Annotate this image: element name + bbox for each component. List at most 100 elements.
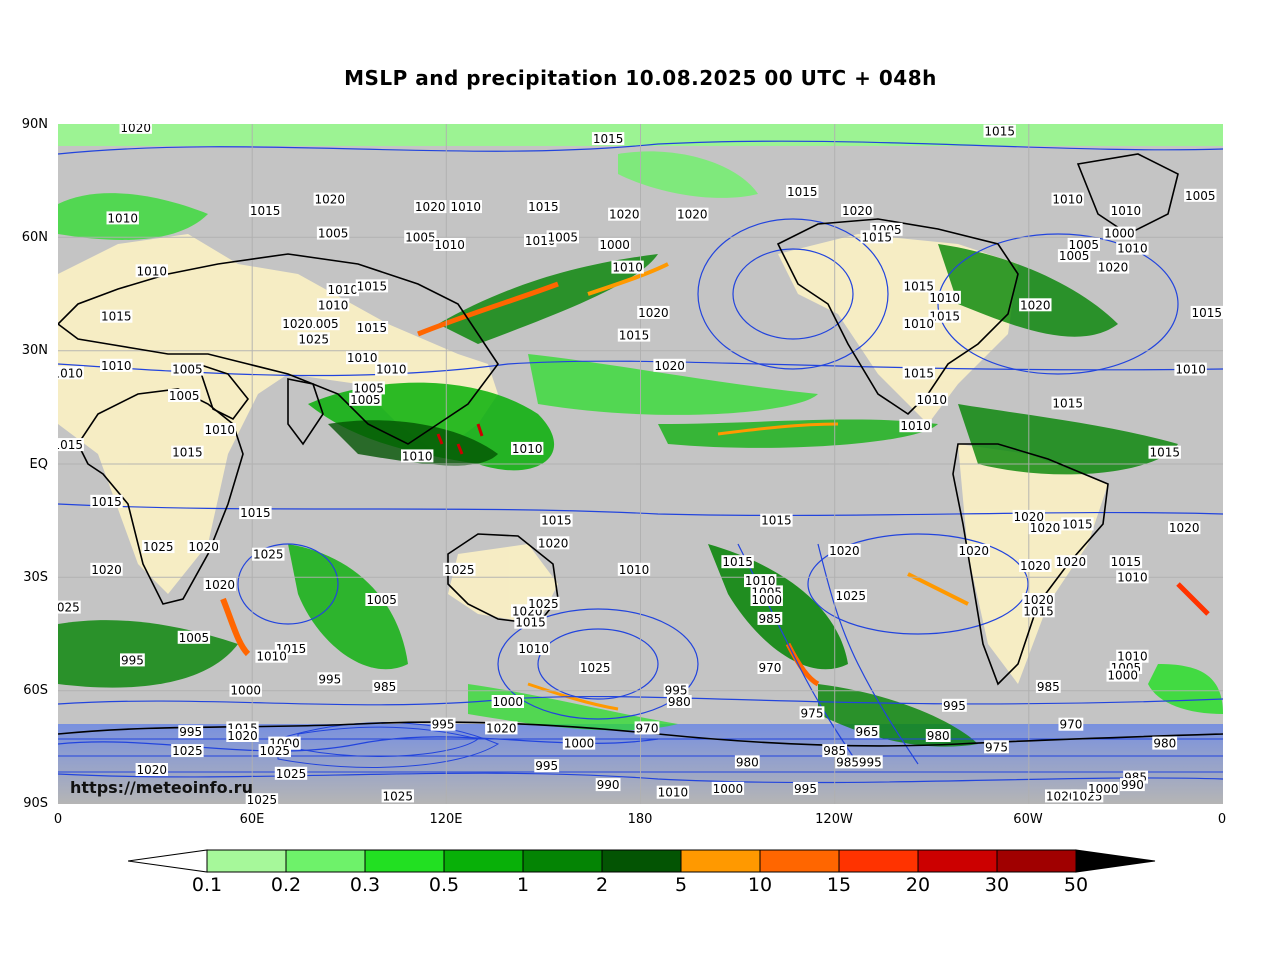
isobar-label-text: 1020 <box>1020 298 1051 312</box>
isobar-label-text: 1010 <box>402 449 433 463</box>
isobar-label-bg <box>1012 509 1045 523</box>
isobar-label-bg <box>178 725 204 739</box>
isobar-label: 1020 <box>414 200 447 214</box>
isobar-label: 1010 <box>316 298 350 312</box>
isobar-label-text: 1000 <box>230 684 261 698</box>
isobar-label: 1010 <box>928 290 961 305</box>
isobar-label-bg <box>757 611 783 625</box>
isobar-label-text: 1025 <box>247 793 278 804</box>
isobar-label-bg <box>281 317 314 331</box>
isobar-label-bg <box>90 494 123 508</box>
isobar-label-bg <box>1096 260 1130 274</box>
isobar-label-text: 995 <box>179 725 202 739</box>
isobar-label-bg <box>1019 298 1052 312</box>
isobar-label-bg <box>653 358 686 372</box>
isobar-label: 1015 <box>540 513 573 528</box>
isobar-label-text: 1020 <box>282 317 313 331</box>
isobar-label-bg <box>841 203 874 217</box>
isobar-label-bg <box>902 279 935 293</box>
isobar-label-bg <box>187 540 220 554</box>
isobar-label-text: 1020 <box>538 536 569 550</box>
isobar-label: 970 <box>1058 717 1084 732</box>
isobar-label-bg <box>58 366 84 380</box>
isobar-label: 1015 <box>1109 555 1143 569</box>
isobar-label: 1015 <box>248 203 282 218</box>
isobar-label: 1020 <box>1096 260 1130 275</box>
isobar-label-bg <box>799 706 825 720</box>
isobar-label-text: 1025 <box>253 548 284 562</box>
isobar-label-text: 1015 <box>357 279 388 293</box>
colorbar-over-triangle <box>1075 849 1156 873</box>
isobar-label-bg <box>835 755 860 769</box>
isobar-label: 1020 <box>1012 509 1045 524</box>
isobar-label-text: 1010 <box>512 442 543 456</box>
isobar-label: 1010 <box>1116 649 1149 664</box>
isobar-label-text: 1020 <box>1046 789 1077 803</box>
isobar-label: 970 <box>634 721 660 735</box>
isobar-label: 1015 <box>760 513 793 528</box>
isobar-label-text: 985 <box>823 744 846 758</box>
isobar-label-text: 1020 <box>609 208 640 222</box>
isobar-label-bg <box>258 744 291 758</box>
isobar-label-bg <box>1051 396 1084 410</box>
isobar-label: 1025 <box>381 789 414 803</box>
isobar-label-text: 1015 <box>984 125 1015 139</box>
isobar-label-text: 1010 <box>929 291 960 305</box>
isobar-label-bg <box>527 596 560 610</box>
isobar-label-text: 975 <box>985 740 1008 754</box>
isobar-label-text: 995 <box>665 684 688 698</box>
isobar-label: 1000 <box>598 237 631 252</box>
isobar-label-bg <box>1106 668 1139 682</box>
isobar-label: 1005 <box>171 362 204 377</box>
isobar-label-text: 1005 <box>1185 189 1216 203</box>
isobar-label: 1010 <box>1116 241 1149 256</box>
lat-tick-90n: 90N <box>21 117 48 132</box>
isobar-label-bg <box>1152 736 1178 750</box>
isobar-label: 1020 <box>1054 555 1088 569</box>
isobar-label-text: 1020 <box>1030 521 1061 535</box>
isobar-label: 995 <box>857 755 883 769</box>
isobar-label: 1010 <box>1116 570 1149 584</box>
isobar-label: 1000 <box>562 736 596 751</box>
isobar-label-text: 1000 <box>599 238 630 252</box>
isobar-label-text: 995 <box>535 759 558 773</box>
isobar-label: 1015 <box>239 506 272 520</box>
india-coast <box>287 378 324 446</box>
isobar-label: 1020 <box>203 577 236 592</box>
isobar-label-text: 1015 <box>861 230 892 244</box>
isobar-label: 1010 <box>902 317 935 331</box>
isobar-label-text: 1010 <box>205 423 236 437</box>
isobar-label: 985 <box>757 611 783 626</box>
isobar-label: 990 <box>1120 778 1145 792</box>
isobar-label: 1000 <box>229 683 262 698</box>
isobar-label: 1010 <box>100 358 133 373</box>
isobar-label-text: 980 <box>668 695 691 709</box>
isobar-label-bg <box>786 185 819 198</box>
isobar-label: 1010 <box>617 562 651 577</box>
isobar-label-bg <box>721 555 754 569</box>
isobar-label-bg <box>1120 778 1145 792</box>
isobar-label-text: 1025 <box>276 767 307 781</box>
source-watermark[interactable]: https://meteoinfo.ru <box>70 778 253 797</box>
isobar-label-text: 1025 <box>444 563 475 577</box>
isobar-label-text: 1010 <box>518 642 549 656</box>
isobar-label-text: 1025 <box>580 661 611 675</box>
isobar-label-bg <box>491 695 524 708</box>
isobar-label-text: 1015 <box>240 506 271 520</box>
isobar-label-text: 1015 <box>91 495 122 509</box>
isobar-label-bg <box>822 744 848 758</box>
isobar-label-bg <box>902 366 935 380</box>
isobar-label-text: 1010 <box>900 419 931 433</box>
lat-tick-60n: 60N <box>21 230 48 245</box>
isobar-label: 1025 <box>274 766 308 781</box>
isobar-label: 1015 <box>860 230 893 244</box>
isobar-label: 1020 <box>135 763 168 777</box>
isobar-label-text: 1005 <box>179 631 210 645</box>
isobar-label: 1015 <box>786 185 819 199</box>
lon-tick-120e: 120E <box>429 812 463 827</box>
colorbar-cell <box>522 849 603 873</box>
isobar-label-bg <box>1061 517 1094 531</box>
colorbar-cell <box>601 849 682 873</box>
isobar-label-bg <box>316 298 350 312</box>
isobar-label-text: 1025 <box>298 332 329 346</box>
